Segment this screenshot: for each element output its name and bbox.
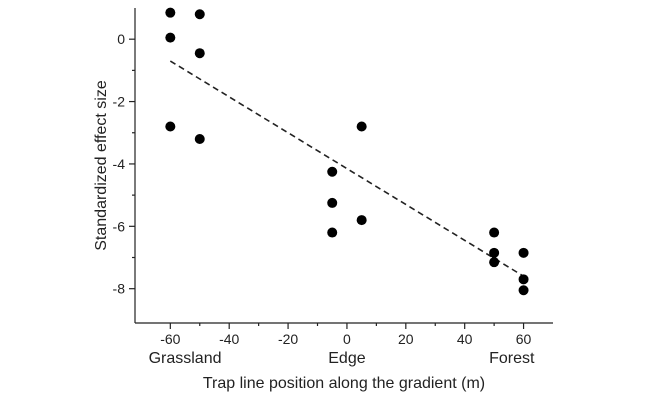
x-tick-label: -60 <box>160 331 180 347</box>
data-point <box>489 257 500 268</box>
data-point <box>194 48 205 59</box>
data-point <box>356 121 367 132</box>
y-tick-label: -8 <box>113 281 126 297</box>
data-point <box>518 274 529 285</box>
data-point <box>165 32 176 43</box>
y-tick-label: 0 <box>117 31 125 47</box>
region-labels: Grassland Edge Forest <box>149 350 535 367</box>
data-point <box>327 227 338 238</box>
x-ticks: -60 -40 -20 0 20 40 60 <box>160 323 532 347</box>
data-point <box>356 215 367 226</box>
x-tick-label: 0 <box>343 331 351 347</box>
data-point <box>194 133 205 144</box>
data-point <box>165 121 176 132</box>
y-tick-label: -2 <box>113 94 126 110</box>
data-point <box>194 9 205 20</box>
data-point <box>327 166 338 177</box>
x-tick-label: 40 <box>457 331 473 347</box>
data-points <box>165 7 529 296</box>
data-point <box>518 285 529 296</box>
x-tick-label: 60 <box>516 331 532 347</box>
data-point <box>489 227 500 238</box>
x-tick-label: 20 <box>398 331 414 347</box>
x-tick-label: -40 <box>219 331 239 347</box>
region-label: Grassland <box>149 350 222 367</box>
data-point <box>518 247 529 258</box>
y-ticks: 0 -2 -4 -6 -8 <box>113 31 135 297</box>
x-axis-title: Trap line position along the gradient (m… <box>203 375 485 392</box>
y-axis-title: Standardized effect size <box>93 80 110 251</box>
y-tick-label: -6 <box>113 218 126 234</box>
region-label: Edge <box>328 350 365 367</box>
y-axis: 0 -2 -4 -6 -8 <box>113 8 136 323</box>
data-point <box>165 7 176 18</box>
trendline <box>169 60 524 277</box>
region-label: Forest <box>489 350 535 367</box>
data-point <box>327 197 338 208</box>
y-tick-label: -4 <box>113 156 126 172</box>
x-axis: -60 -40 -20 0 20 40 60 <box>135 322 553 347</box>
data-point <box>489 247 500 258</box>
x-tick-label: -20 <box>278 331 298 347</box>
